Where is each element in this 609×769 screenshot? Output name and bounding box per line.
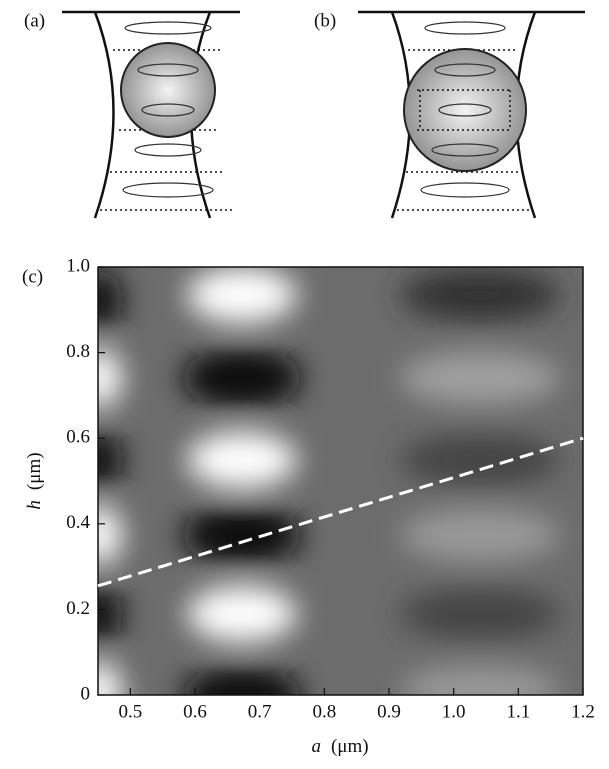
panel-label: (b) <box>314 10 336 31</box>
plot-frame <box>97 266 584 696</box>
x-tick-label: 0.5 <box>118 701 142 722</box>
y-axis-unit: (μm) <box>24 452 45 490</box>
x-tick-label: 1.2 <box>571 701 595 722</box>
x-axis-unit: (μm) <box>331 736 369 757</box>
x-tick-label: 0.7 <box>248 701 272 722</box>
y-axis-var: h <box>24 500 45 510</box>
y-tick-label: 0.6 <box>66 427 90 448</box>
intensity-map <box>98 267 583 695</box>
y-tick-label: 0 <box>81 683 91 704</box>
diagram-b: (b) <box>314 10 585 219</box>
x-tick-label: 0.9 <box>377 701 401 722</box>
panel-label: (a) <box>24 10 45 31</box>
diagram-a: (a) <box>24 10 240 219</box>
panel-label: (c) <box>22 266 43 287</box>
y-axis-label: h (μm) <box>24 452 45 509</box>
y-tick-label: 0.4 <box>66 512 90 533</box>
y-tick-label: 0.8 <box>66 341 90 362</box>
x-axis-var: a <box>311 736 321 757</box>
x-tick-label: 1.1 <box>506 701 530 722</box>
y-tick-label: 1.0 <box>66 255 90 276</box>
x-tick-label: 0.8 <box>312 701 336 722</box>
x-axis-label: a (μm) <box>311 736 368 757</box>
y-tick-label: 0.2 <box>66 598 90 619</box>
dashed-line <box>97 436 584 588</box>
x-tick-label: 1.0 <box>442 701 466 722</box>
x-tick-label: 0.6 <box>183 701 207 722</box>
